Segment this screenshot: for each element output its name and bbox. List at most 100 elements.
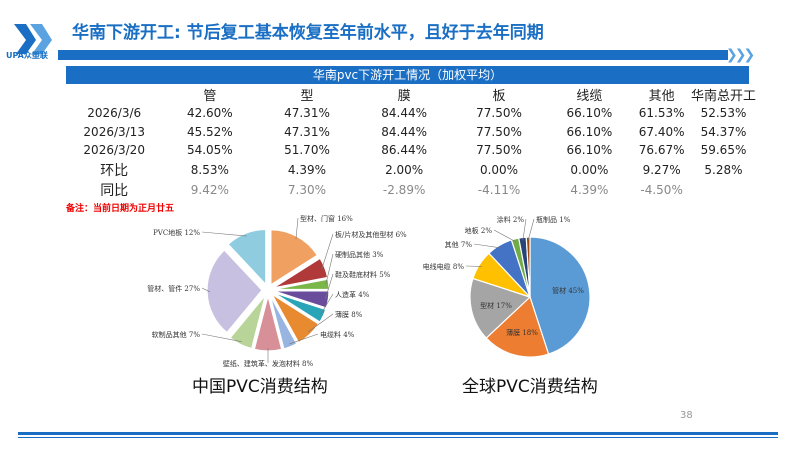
footer-line [18,432,778,435]
table-cell: 9.42% [190,182,229,197]
pie-slice [469,277,532,339]
pie-slice [271,293,320,344]
page-title: 华南下游开工: 节后复工基本恢复至年前水平，且好于去年同期 [72,23,544,43]
leader-line [527,218,535,241]
leader-line [201,231,247,237]
pie-slice [529,236,591,355]
table-cell: 47.31% [284,106,330,121]
pie-slice [273,278,330,291]
table-cell: 线缆 [576,89,603,104]
slice-label: 电缆料 4% [320,330,355,339]
slice-label: 其他 7% [445,240,473,249]
table-cell: 0.00% [570,162,609,177]
page-number: 38 [680,410,693,421]
slice-label: 硬制品其他 3% [335,250,384,259]
table-title: 华南pvc下游开工情况（加权平均） [66,66,749,84]
table-cell: 77.50% [476,143,522,158]
table-cell: 54.05% [186,143,233,158]
china-pie-title: 中国PVC消费结构 [192,377,328,397]
table-cell: 9.27% [642,162,681,177]
table-cell: 45.52% [186,124,233,139]
row-label: 环比 [100,162,129,179]
slice-label: 薄膜 18% [506,328,538,337]
leader-line [201,287,211,293]
pie-slice [206,249,263,334]
table-cell: 67.40% [638,124,685,139]
leader-line [307,313,334,333]
slice-label: 电线电缆 8% [423,262,465,271]
footer-line-thin [18,437,778,438]
row-label: 同比 [100,182,129,199]
global-pie-chart: 管材 45% 薄膜 18% 型材 17% 电线电缆 8% 其他 7% 地板 2% 涂料 2%… [423,215,591,358]
pie-slice [273,290,330,309]
table-row: 管 型 膜 板 线缆 其他 华南总开工 [66,85,756,104]
slice-label: 人造革 4% [335,290,370,299]
operating-rate-table: 管 型 膜 板 线缆 其他 华南总开工 2026/3/6 42.60% 47.31% 84.44% 7… [66,85,756,200]
pie-slice [269,295,298,350]
table-cell: 4.39% [287,162,327,177]
table-cell: 77.50% [476,124,522,139]
leader-line [295,217,299,240]
leader-line [289,333,319,345]
table-cell: 84.44% [381,124,428,139]
table-cell: 华南总开工 [690,89,756,104]
table-cell: 5.28% [704,162,743,177]
table-cell: 61.53% [638,106,685,121]
table-cell: 42.60% [186,106,233,121]
table-cell: 59.65% [700,143,747,158]
title-bar [58,50,728,60]
leader-line [201,333,242,342]
table-cell: 2.00% [385,162,424,177]
table-row: 2026/3/20 54.05% 51.70% 86.44% 77.50% 66.10% 7… [66,141,756,160]
table-cell: 66.10% [566,106,613,121]
slice-label: 壁纸、建筑革、发泡材料 8% [223,359,314,368]
table-cell: -4.50% [640,182,683,197]
leader-line [522,218,527,241]
note: 备注：当前日期为正月廿五 [66,204,175,214]
slice-label: PVC地板 12% [153,228,200,237]
slice-label: 薄膜 8% [335,310,363,319]
table-cell: -4.11% [477,182,521,197]
slice-label: 管材、管件 27% [147,284,200,293]
table-cell: -2.89% [382,182,426,197]
table-cell: 76.67% [638,143,685,158]
table-cell: 84.44% [381,106,428,121]
row-label: 2026/3/6 [87,106,142,121]
table-cell: 4.39% [570,182,609,197]
global-pie-title: 全球PVC消费结构 [462,377,598,397]
table-cell: 77.50% [476,106,522,121]
slice-label: 型材、门窗 16% [300,214,353,223]
slice-label: 地板 2% [465,226,493,235]
table-cell: 型 [300,89,314,104]
row-label [66,85,162,104]
table-cell [691,180,756,200]
table-cell: 8.53% [190,162,229,177]
slice-label: 涂料 2% [497,215,525,224]
table-row: 2026/3/13 45.52% 47.31% 84.44% 77.50% 66.10% 6… [66,123,756,142]
table-cell: 52.53% [700,106,747,121]
slice-label: 瓶制品 1% [536,215,571,224]
table-cell: 66.10% [566,124,613,139]
slice-label: 鞋及鞋底材料 5% [335,270,391,279]
leader-line [473,243,502,249]
leader-line [324,273,334,300]
table-cell: 膜 [397,89,411,104]
table-cell: 86.44% [381,143,428,158]
china-pie-chart: 型材、门窗 16% 板/片材及其他型材 6% 硬制品其他 3% 鞋及鞋底材料 5% 人造… [147,214,407,368]
slice-label: 板/片材及其他型材 6% [335,230,407,239]
slice-label: 软制品其他 7% [152,330,201,339]
table-cell: 54.37% [700,124,747,139]
chevrons-icon: ❯❯❯ [726,47,755,63]
pie-slice [273,291,327,323]
pie-slice [525,236,531,298]
table-row: 环比 8.53% 4.39% 2.00% 0.00% 0.00% 9.27% 5.28% [66,160,756,180]
leader-line [493,229,516,243]
row-label: 2026/3/20 [83,143,145,158]
row-label: 2026/3/13 [83,124,145,139]
leader-line [325,253,334,285]
logo-text: UPA众塑联 [6,51,48,60]
table-cell: 51.70% [284,143,330,158]
slice-label: 型材 17% [480,301,512,310]
leader-line [321,233,334,269]
leader-line [320,293,334,315]
